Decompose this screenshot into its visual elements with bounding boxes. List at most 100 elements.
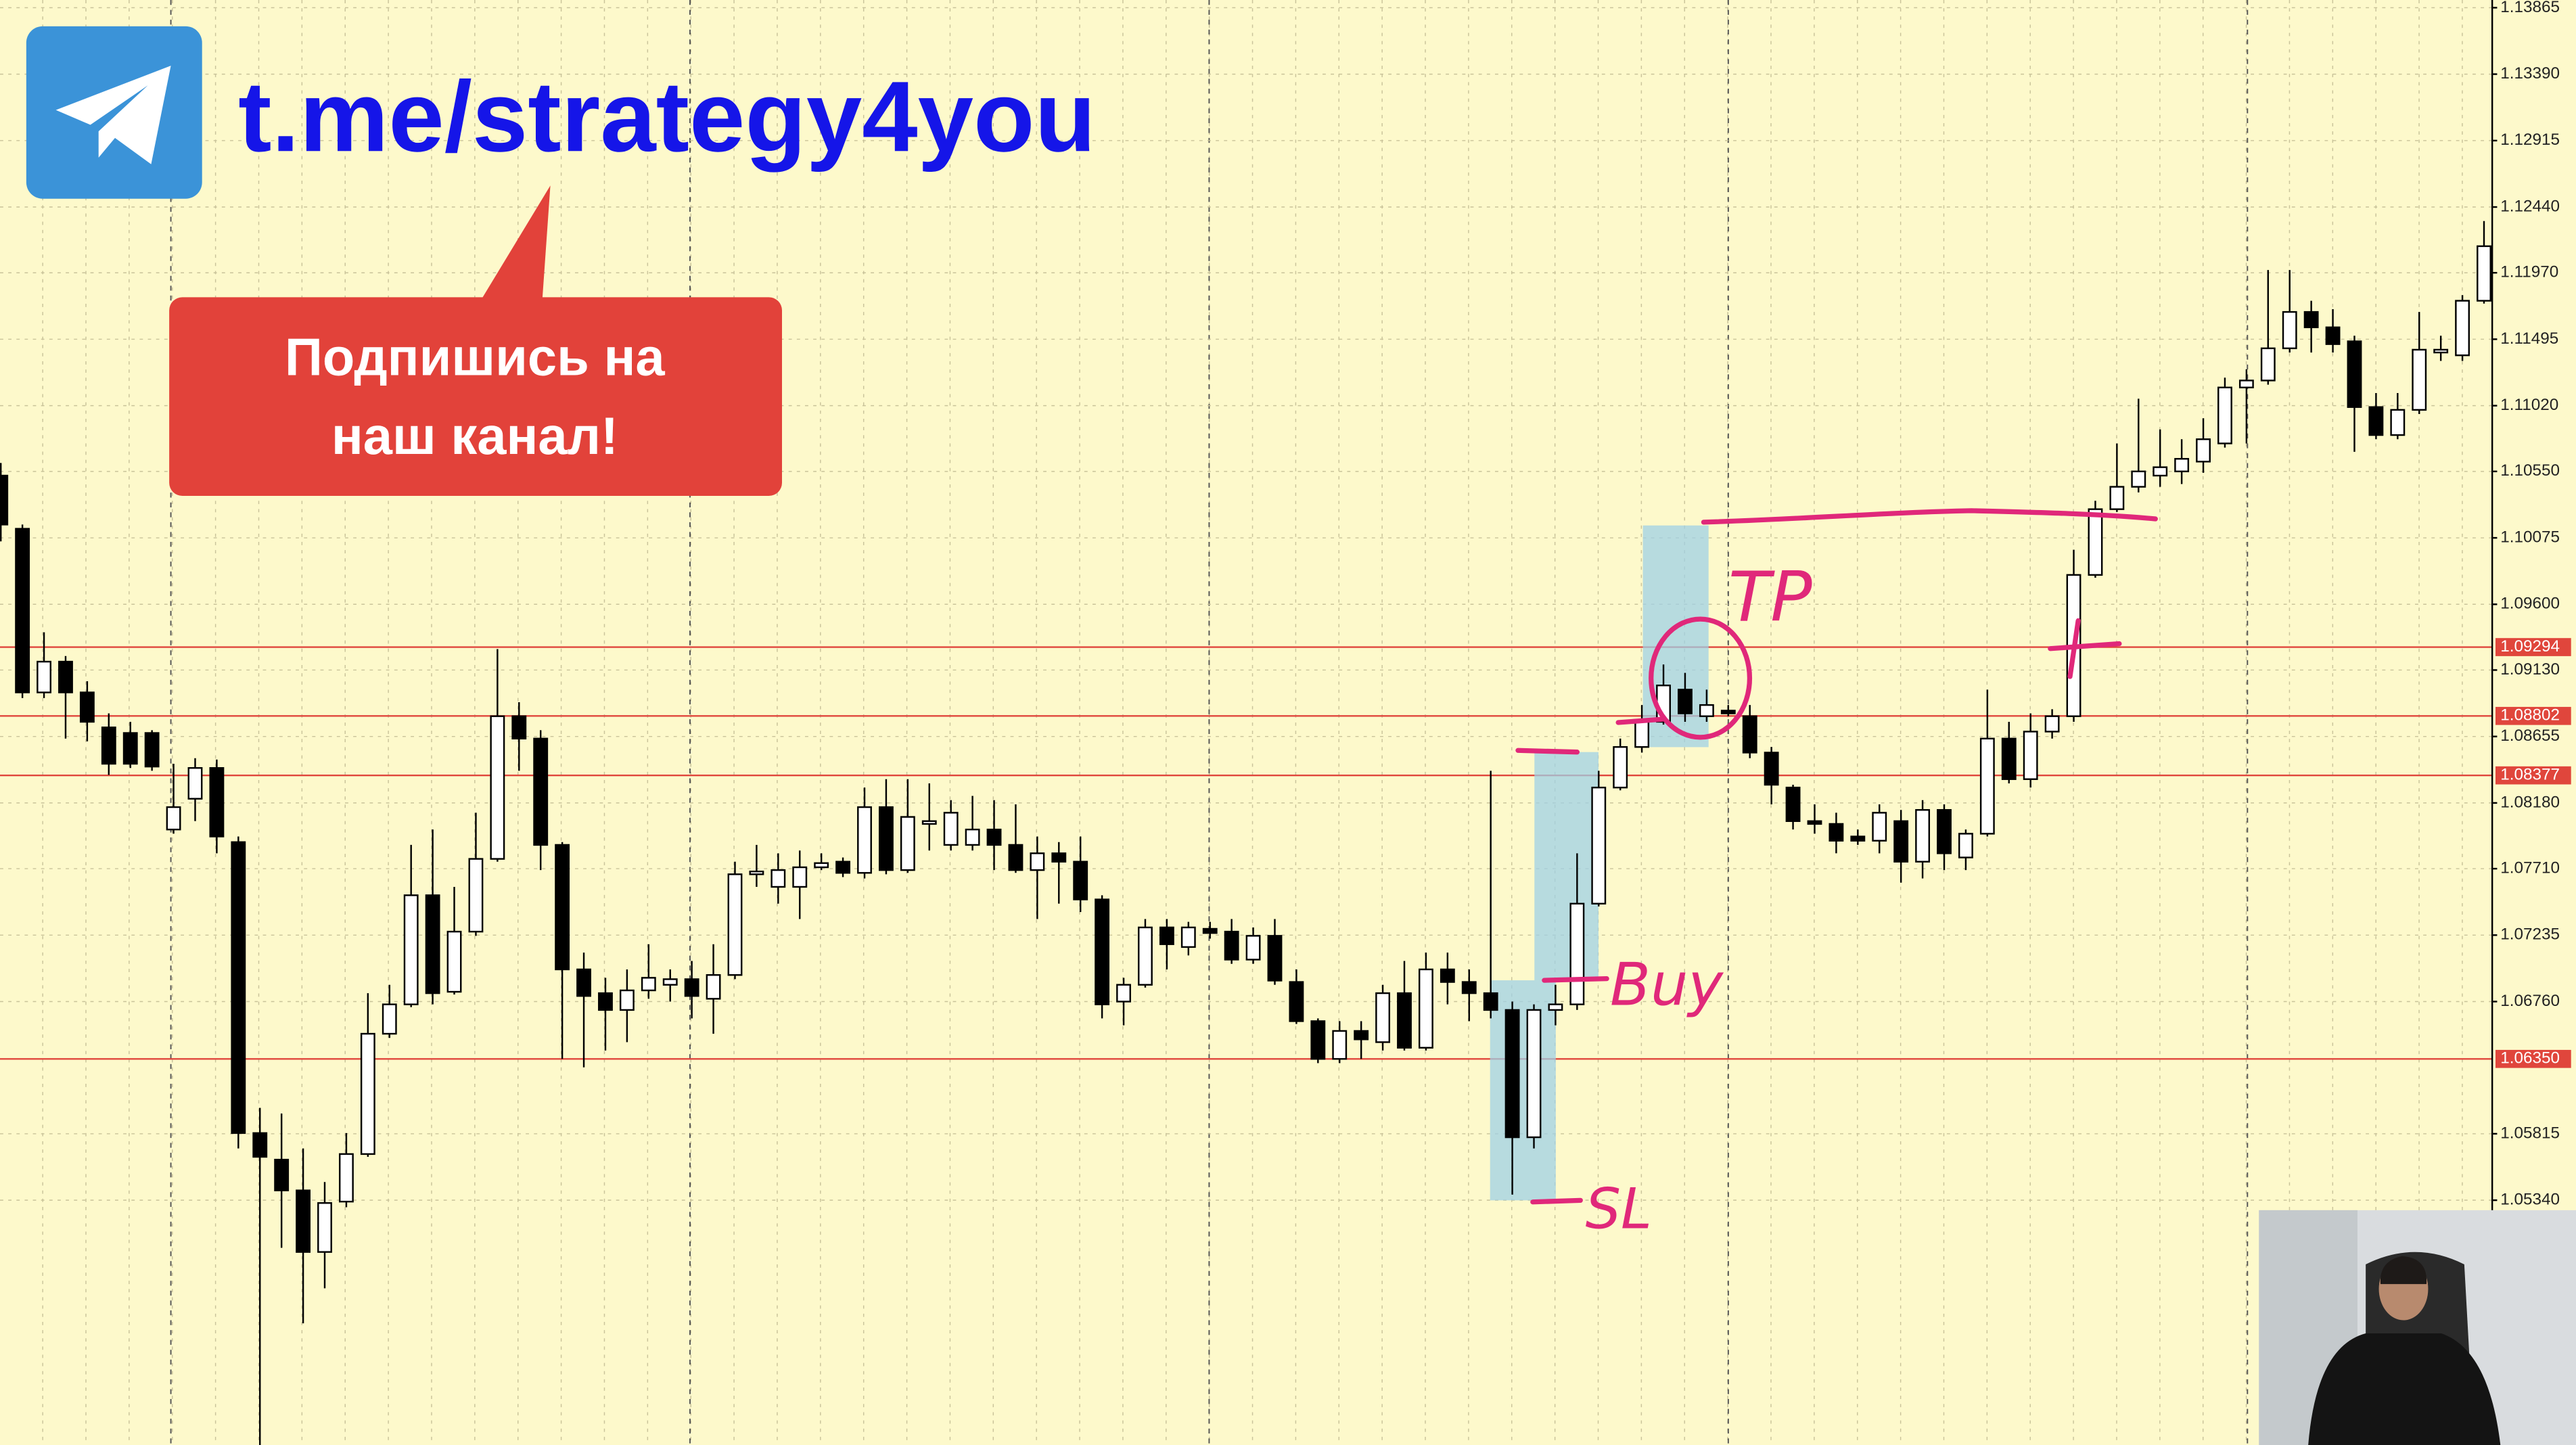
candle-body [1483, 992, 1498, 1011]
candle-body [1202, 927, 1218, 934]
telegram-plane [55, 66, 171, 164]
candle-body [1613, 746, 1628, 789]
sl-line [1530, 1197, 1583, 1205]
callout-text: наш канал! [331, 407, 618, 465]
y-tick-label: 1.13390 [2500, 64, 2560, 83]
candle-body [1267, 935, 1283, 982]
candle-body [1526, 1009, 1542, 1139]
channel-link[interactable]: t.me/strategy4you [238, 61, 1096, 173]
circle-mark [1649, 616, 1753, 740]
candle-body [986, 828, 1002, 846]
level-label: 1.06350 [2500, 1049, 2560, 1068]
candle-body [187, 766, 203, 800]
candle-body [2455, 300, 2470, 357]
candle-body [2390, 409, 2406, 436]
candle-body [1440, 968, 1455, 983]
shirt [2308, 1333, 2501, 1445]
y-tick-label: 1.06760 [2500, 992, 2560, 1010]
candle-body [921, 820, 937, 825]
candle-body [598, 992, 613, 1011]
mark-line [1615, 716, 1665, 725]
candle-body [2303, 311, 2319, 329]
candle-body [101, 727, 116, 765]
candle-body [2433, 348, 2449, 354]
candle-body [2001, 737, 2017, 780]
callout-tail [480, 185, 551, 302]
candle-body [37, 660, 51, 693]
candle-body [1138, 926, 1153, 986]
y-tick-label: 1.10075 [2500, 528, 2560, 546]
entry-line [1515, 748, 1580, 755]
candle-body [296, 1189, 311, 1253]
annotation: Buy [1610, 950, 1724, 1019]
candle-body [1180, 926, 1196, 948]
candle-body [1569, 902, 1585, 1005]
hair [2380, 1256, 2427, 1285]
candle-body [1764, 752, 1779, 786]
candle-body [662, 978, 678, 986]
price-axis: 1.13865 1.13390 1.12915 1.12440 1.11970 1.114… [2491, 0, 2576, 1445]
y-tick-label: 1.11020 [2500, 396, 2558, 414]
candle-body [1742, 715, 1757, 754]
y-tick-label: 1.10550 [2500, 461, 2560, 480]
y-tick-label: 1.05340 [2500, 1191, 2560, 1209]
candle-body [684, 978, 699, 997]
candle-body [2131, 470, 2146, 488]
profit-zone [1642, 525, 1709, 748]
candle-body [2174, 458, 2190, 473]
y-tick-label: 1.13865 [2500, 0, 2560, 16]
candle-body [382, 1003, 397, 1035]
candle-body [1828, 823, 1844, 842]
candle-body [2477, 245, 2491, 302]
candle-body [252, 1132, 268, 1158]
candle-body [1634, 720, 1650, 748]
candle-body [1720, 710, 1736, 714]
candles [0, 221, 2491, 1445]
candle-body [749, 871, 764, 875]
candle-body [555, 844, 570, 971]
candle-body [792, 866, 808, 888]
annotation: TP [1728, 557, 1812, 638]
candle-body [1116, 984, 1131, 1003]
candle-body [2023, 731, 2038, 780]
callout-text: Подпишись на [285, 329, 665, 387]
webcam [2259, 1210, 2576, 1445]
y-tick-label: 1.08180 [2500, 793, 2560, 811]
candle-body [1958, 833, 1973, 858]
candle-body [533, 737, 549, 846]
candle-body [144, 732, 160, 768]
candle-body [1289, 981, 1304, 1022]
candle-body [1872, 812, 1887, 842]
y-tick-label: 1.11970 [2500, 263, 2558, 281]
candle-body [0, 474, 9, 526]
candle-body [2109, 486, 2125, 510]
candle-body [1418, 968, 1433, 1049]
candle-body [2196, 438, 2211, 463]
level-label: 1.09294 [2500, 637, 2560, 656]
candle-body [1397, 992, 1412, 1049]
candle-body [79, 691, 95, 723]
level-tag [2496, 706, 2571, 725]
candle-body [1332, 1030, 1348, 1060]
candle-body [468, 858, 484, 933]
drawings [1515, 508, 2158, 1205]
y-tick-label: 1.07235 [2500, 925, 2560, 944]
level-label: 1.08802 [2500, 706, 2560, 725]
level-tag [2496, 1049, 2571, 1068]
position-zones [1490, 525, 1709, 1201]
candle-body [1008, 844, 1024, 871]
candle-body [58, 660, 73, 693]
candle-body [2347, 340, 2362, 408]
candle-body [2238, 380, 2254, 388]
candle-body [857, 806, 872, 874]
candle-body [274, 1158, 290, 1191]
y-tick-label: 1.09130 [2500, 660, 2560, 679]
candle-body [965, 828, 980, 846]
candle-body [1375, 992, 1391, 1043]
buy-line [1542, 976, 1609, 983]
profit-zone [1534, 752, 1598, 981]
candle-body [2325, 326, 2341, 345]
